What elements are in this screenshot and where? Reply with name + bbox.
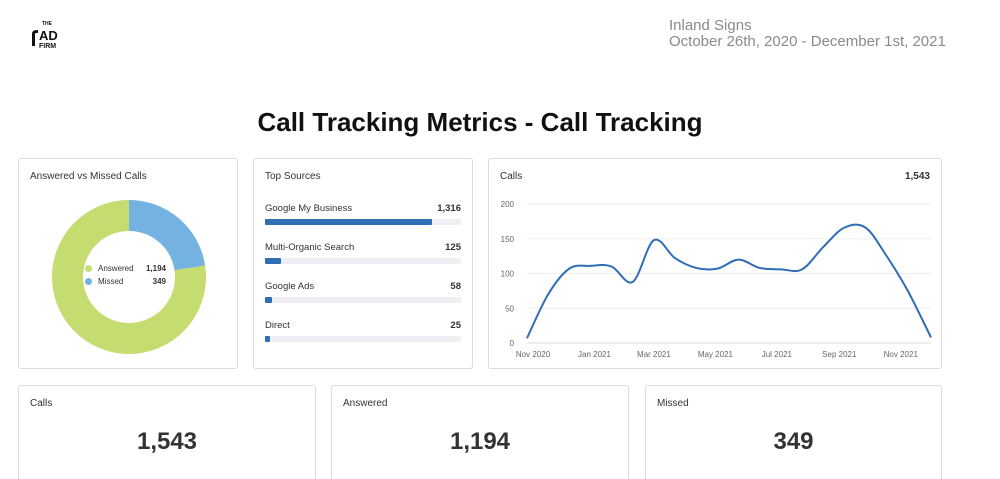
legend-label: Answered bbox=[98, 264, 134, 273]
card-title: Calls bbox=[500, 171, 523, 182]
kpi-answered-card: Answered 1,194 bbox=[331, 385, 629, 479]
card-title: Answered vs Missed Calls bbox=[30, 171, 147, 182]
y-tick-label: 100 bbox=[501, 270, 515, 279]
calls-total: 1,543 bbox=[904, 171, 930, 182]
source-bar-track bbox=[265, 219, 461, 225]
logo-small-text: THE bbox=[42, 21, 53, 27]
source-row-google-ads: Google Ads 58 bbox=[265, 281, 461, 303]
logo-big-text: AD bbox=[39, 28, 58, 43]
source-label: Google Ads bbox=[265, 281, 315, 292]
source-value: 58 bbox=[450, 281, 461, 292]
x-tick-label: May 2021 bbox=[698, 350, 734, 359]
kpi-label: Answered bbox=[343, 398, 388, 409]
kpi-label: Missed bbox=[657, 398, 689, 409]
y-tick-label: 50 bbox=[505, 304, 514, 313]
source-value: 125 bbox=[445, 242, 461, 253]
kpi-value: 1,194 bbox=[449, 428, 511, 455]
x-tick-label: Nov 2021 bbox=[884, 350, 919, 359]
calls-line-chart: 0 50 100 150 200 Nov 2020 Jan 2021 Mar 2021 May … bbox=[501, 200, 932, 359]
logo-r-shape bbox=[32, 30, 38, 46]
source-bar-fill bbox=[265, 219, 432, 225]
source-bar-track bbox=[265, 336, 461, 342]
kpi-label: Calls bbox=[30, 398, 53, 409]
source-bar-fill bbox=[265, 258, 281, 264]
x-tick-label: Sep 2021 bbox=[822, 350, 857, 359]
x-tick-label: Mar 2021 bbox=[637, 350, 671, 359]
source-bar-track bbox=[265, 258, 461, 264]
calls-line-card: Calls 1,543 0 50 100 150 200 Nov 2020 Jan 2021… bbox=[488, 158, 942, 369]
source-bar-fill bbox=[265, 336, 270, 342]
source-label: Google My Business bbox=[265, 203, 353, 214]
x-tick-label: Jan 2021 bbox=[578, 350, 611, 359]
source-label: Multi-Organic Search bbox=[265, 242, 355, 253]
source-row-google-my-business: Google My Business 1,316 bbox=[265, 203, 461, 225]
calls-series-line bbox=[526, 223, 932, 339]
legend-value: 1,194 bbox=[145, 264, 166, 273]
source-bar-fill bbox=[265, 297, 273, 303]
date-range: October 26th, 2020 - December 1st, 2021 bbox=[669, 33, 946, 50]
legend-item-answered: Answered 1,194 bbox=[85, 262, 166, 275]
donut-slice-answered bbox=[52, 200, 206, 354]
card-title: Top Sources bbox=[265, 171, 321, 182]
missed-swatch bbox=[85, 278, 92, 285]
legend-value: 349 bbox=[152, 277, 166, 286]
legend-item-missed: Missed 349 bbox=[85, 275, 166, 288]
y-tick-label: 150 bbox=[501, 235, 515, 244]
legend-label: Missed bbox=[98, 277, 124, 286]
donut-chart bbox=[52, 200, 206, 354]
kpi-value: 349 bbox=[773, 428, 814, 455]
top-sources-card: Top Sources Google My Business 1,316 Mult… bbox=[253, 158, 473, 369]
answered-swatch bbox=[85, 265, 92, 272]
x-tick-label: Nov 2020 bbox=[516, 350, 551, 359]
company-logo: THE AD FIRM bbox=[32, 21, 58, 50]
logo-sub-text: FIRM bbox=[39, 43, 56, 50]
donut-legend: Answered 1,194 Missed 349 bbox=[85, 262, 166, 288]
page-title: Call Tracking Metrics - Call Tracking bbox=[257, 107, 703, 137]
y-tick-label: 200 bbox=[501, 200, 515, 209]
answered-vs-missed-card: Answered vs Missed Calls Answered 1,194 … bbox=[18, 158, 238, 369]
x-tick-label: Jul 2021 bbox=[762, 350, 793, 359]
kpi-missed-card: Missed 349 bbox=[645, 385, 942, 479]
kpi-calls-card: Calls 1,543 bbox=[18, 385, 316, 479]
source-label: Direct bbox=[265, 320, 290, 331]
source-row-direct: Direct 25 bbox=[265, 320, 461, 342]
kpi-value: 1,543 bbox=[136, 428, 198, 455]
source-bar-track bbox=[265, 297, 461, 303]
source-value: 1,316 bbox=[437, 203, 461, 214]
source-row-multi-organic-search: Multi-Organic Search 125 bbox=[265, 242, 461, 264]
y-tick-label: 0 bbox=[510, 339, 515, 348]
client-name: Inland Signs bbox=[669, 17, 752, 34]
source-value: 25 bbox=[450, 320, 461, 331]
report-header: Inland Signs October 26th, 2020 - Decemb… bbox=[669, 18, 946, 50]
donut-slice-missed bbox=[128, 200, 206, 271]
